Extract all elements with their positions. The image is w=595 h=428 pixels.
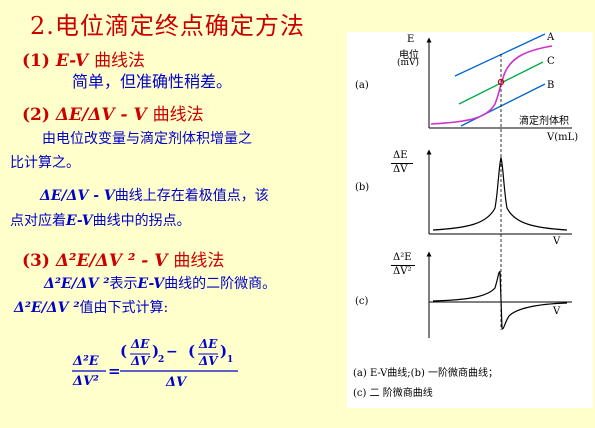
panel-c-tag: (c) <box>355 296 369 307</box>
panel-b-ylabel-den: ΔV <box>393 164 408 175</box>
method2-desc2-line1: ΔE/ΔV - V曲线上存在着极值点，该 <box>40 185 269 205</box>
titration-figure: (a) E 电位 (mV) A C B 滴定剂体积 V(mL) (b) ΔE Δ… <box>347 32 593 408</box>
method3-desc-a: 表示 <box>109 276 138 292</box>
method3-name: Δ²E/ΔV ² - V <box>55 251 168 271</box>
panel-c-ylabel-bar <box>391 265 415 266</box>
svg-text:=: = <box>108 362 121 380</box>
panel-a-ylabel-zh: 电位 <box>399 50 419 61</box>
method2-desc2-b: 曲线中的拐点。 <box>92 213 191 229</box>
method1-name: E-V <box>55 51 89 71</box>
formula-term1-num: ΔE <box>131 337 150 351</box>
method1-desc: 简单，但准确性稍差。 <box>72 72 233 91</box>
panel-a-xlabel-zh: 滴定剂体积 <box>519 116 569 127</box>
method2-desc-line1: 由电位改变量与滴定剂体积增量之 <box>42 131 252 147</box>
panel-a-line-a <box>454 33 546 77</box>
method2-desc-line2: 比计算之。 <box>10 155 80 171</box>
method2-desc2-a: 点对应着 <box>10 213 66 229</box>
panel-a-label-c: C <box>547 56 555 67</box>
method2-desc2-bold2: E-V <box>66 213 93 229</box>
method3-calc: Δ²E/ΔV ²值由下式计算: <box>14 297 168 317</box>
method1-suffix: 曲线法 <box>94 51 146 71</box>
panel-a-ylabel-unit: (mV) <box>397 58 420 68</box>
method3-calc-rest: 值由下式计算: <box>79 300 169 316</box>
panel-b-tag: (b) <box>355 182 370 193</box>
method1-num: (1) <box>22 51 50 71</box>
figure-caption-line1: (a) E-V曲线;(b) 一阶微商曲线； <box>353 368 499 379</box>
method3-suffix: 曲线法 <box>173 251 225 271</box>
method2-num: (2) <box>22 105 50 125</box>
formula-paren-close1: ) <box>152 342 160 360</box>
formula-sub2: 2 <box>158 355 165 365</box>
panel-a-midpoint <box>497 78 505 86</box>
panel-b-ylabel-num: ΔE <box>393 150 408 161</box>
method3-desc: Δ²E/ΔV ²表示E-V曲线的二阶微商。 <box>44 273 276 293</box>
formula-term1-den: ΔV <box>131 354 150 368</box>
panel-b-xlabel: V <box>553 236 561 247</box>
panel-c-ylabel-den: ΔV² <box>393 266 412 277</box>
method3-calc-bold: Δ²E/ΔV ² <box>14 300 80 316</box>
panel-b-ylabel-bar <box>391 163 413 164</box>
formula-term2-den: ΔV <box>199 354 218 368</box>
method2-desc2-rest: 曲线上存在着极值点，该 <box>114 188 269 204</box>
formula-lhs-num: Δ²E <box>73 354 99 369</box>
panel-c-ylabel-num: Δ²E <box>393 252 412 263</box>
panel-a-tag: (a) <box>355 80 369 91</box>
panel-c-xlabel: V <box>553 306 561 317</box>
method3-desc-bold: Δ²E/ΔV ² <box>44 276 110 292</box>
panel-b-first-derivative-curve <box>432 156 568 231</box>
method2-suffix: 曲线法 <box>152 105 204 125</box>
method2-desc2-bold: ΔE/ΔV - V <box>40 188 115 204</box>
panel-a-titration-curve <box>430 45 553 125</box>
formula-minus: − <box>166 344 178 360</box>
formula-term2-num: ΔE <box>199 337 218 351</box>
method2-heading: (2) ΔE/ΔV - V 曲线法 <box>22 100 204 125</box>
panel-c-second-derivative-curve <box>432 271 568 330</box>
panel-a-label-a: A <box>547 32 555 43</box>
figure-caption-line2: (c) 二 阶微商曲线 <box>353 388 433 399</box>
formula-paren-open2: ( <box>188 342 196 360</box>
panel-a-ylabel-e: E <box>407 34 415 45</box>
formula-paren-open1: ( <box>120 342 128 360</box>
method3-heading: (3) Δ²E/ΔV ² - V 曲线法 <box>22 246 224 271</box>
method2-name: ΔE/ΔV - V <box>55 105 147 125</box>
formula-paren-close2: ) <box>220 342 228 360</box>
formula-sub1: 1 <box>227 355 234 365</box>
formula-rhs-den: ΔV <box>166 375 187 390</box>
method1-heading: (1) E-V 曲线法 <box>22 46 145 71</box>
method3-desc-bold2: E-V <box>137 276 165 292</box>
page-title: 2.电位滴定终点确定方法 <box>30 12 305 40</box>
second-derivative-formula: = Δ²E ΔV² ( ΔE ΔV ) 2 − ( ΔE ΔV ) 1 ΔV <box>70 334 280 404</box>
panel-a-xlabel-v: V(mL) <box>547 132 579 143</box>
formula-lhs-den: ΔV² <box>73 374 99 389</box>
method2-desc2-line2: 点对应着E-V曲线中的拐点。 <box>10 210 191 230</box>
method3-desc-b: 曲线的二阶微商。 <box>164 276 277 292</box>
method3-num: (3) <box>22 251 50 271</box>
panel-a-label-b: B <box>547 80 555 91</box>
